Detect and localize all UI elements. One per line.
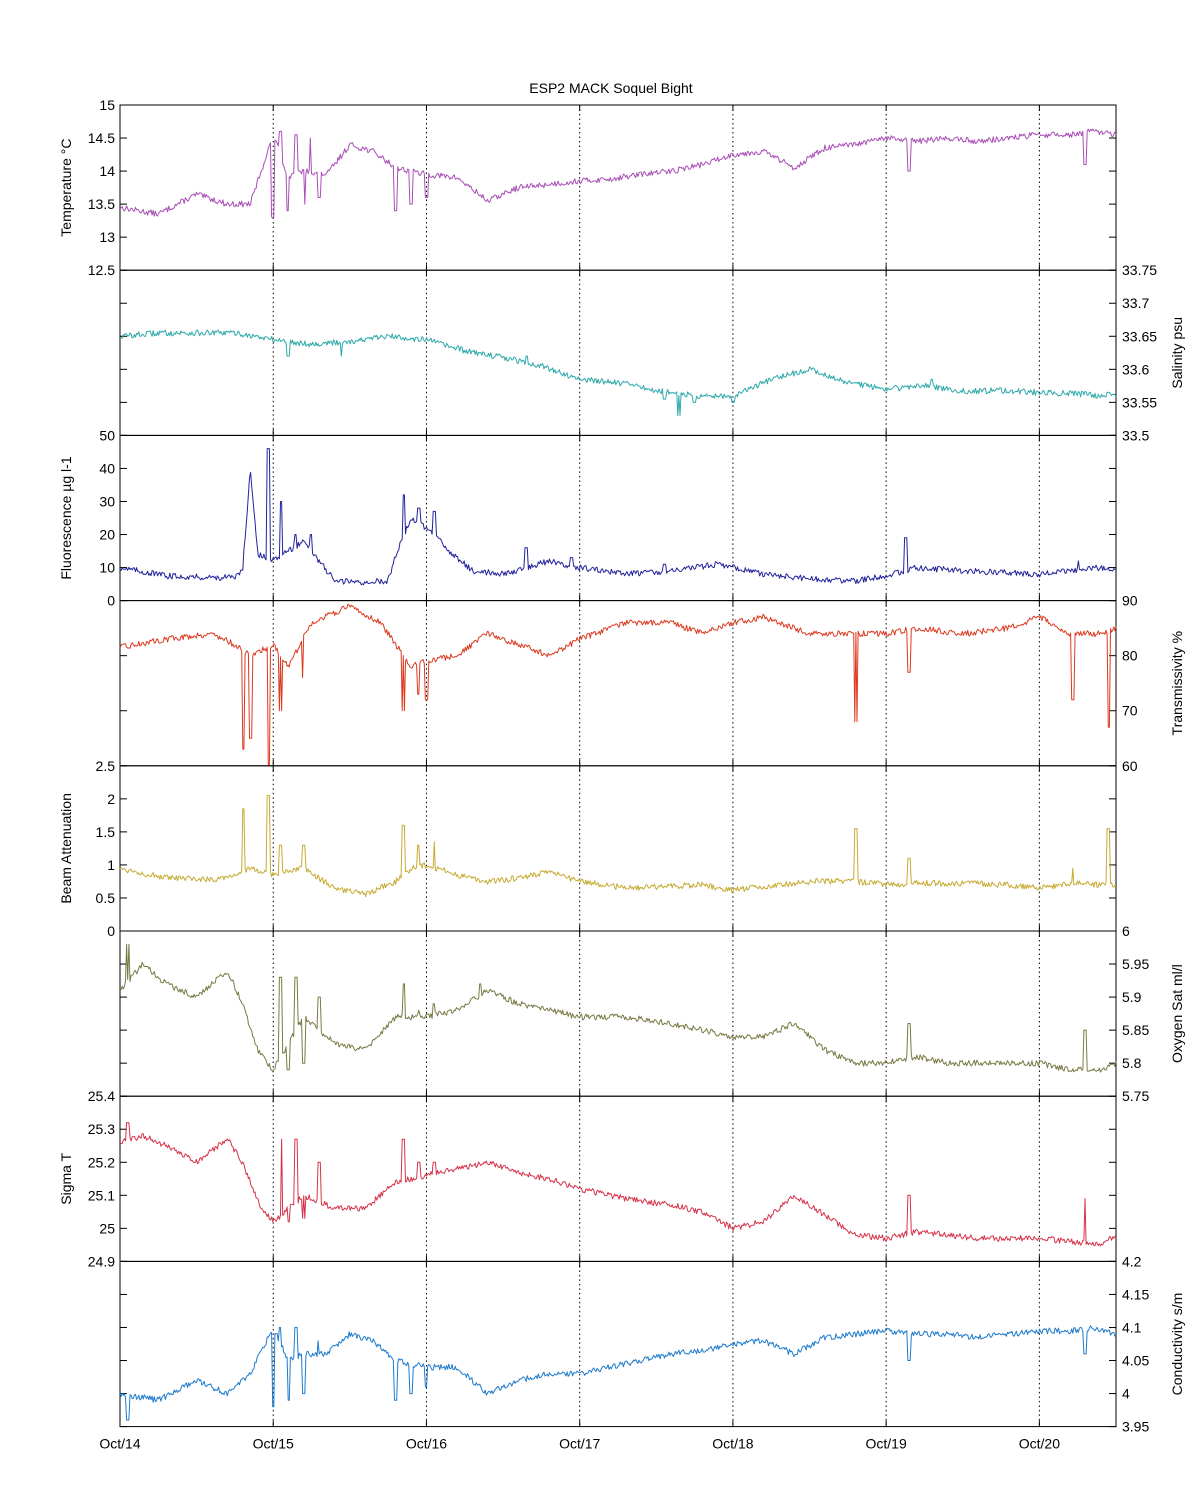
panel-frame (119, 930, 1117, 1097)
y-tick-label: 33.5 (1122, 427, 1149, 443)
y-tick-label: 2 (107, 791, 115, 807)
y-tick-label: 24.9 (88, 1253, 115, 1269)
y-tick-label: 4 (1122, 1386, 1130, 1402)
y-tick-label: 5.95 (1122, 956, 1149, 972)
y-tick-label: 12.5 (88, 262, 115, 278)
y-tick-label: 5.75 (1122, 1088, 1149, 1104)
y-tick-label: 14.5 (88, 130, 115, 146)
y-tick-label: 1 (107, 857, 115, 873)
y-axis-label: Beam Attenuation (58, 793, 74, 904)
y-tick-label: 25.3 (88, 1121, 115, 1137)
y-tick-label: 13.5 (88, 196, 115, 212)
y-tick-label: 10 (99, 560, 115, 576)
y-tick-label: 13 (99, 229, 115, 245)
y-axis-label: Transmissivity % (1169, 631, 1185, 736)
y-tick-label: 0 (107, 923, 115, 939)
y-tick-label: 33.65 (1122, 328, 1157, 344)
x-axis: Oct/14 Oct/15 Oct/16 Oct/17 Oct/18 Oct/19 Oct/… (99, 1436, 1060, 1452)
y-tick-label: 90 (1122, 593, 1138, 609)
x-tick-label: Oct/14 (99, 1436, 140, 1452)
y-tick-label: 0 (107, 593, 115, 609)
series-line-3 (119, 603, 1117, 767)
series-line-0 (119, 128, 1117, 218)
y-axis-label: Sigma T (58, 1152, 74, 1204)
panel-frame (119, 269, 1117, 436)
panel-7: 3.95 4 4.05 4.1 4.15 4.2 Conductivity s/m (119, 1253, 1185, 1435)
series-line-4 (119, 795, 1117, 898)
y-tick-label: 4.05 (1122, 1353, 1149, 1369)
y-tick-label: 33.55 (1122, 394, 1157, 410)
x-tick-label: Oct/16 (406, 1436, 447, 1452)
y-tick-label: 33.75 (1122, 262, 1157, 278)
panel-0: 12.5 13 13.5 14 14.5 15 Temperature °C (58, 97, 1117, 278)
y-tick-label: 4.1 (1122, 1319, 1142, 1335)
panel-5: 5.75 5.8 5.85 5.9 5.95 6 Oxygen Sat ml/l (119, 923, 1185, 1104)
y-tick-label: 80 (1122, 648, 1138, 664)
x-tick-label: Oct/15 (253, 1436, 294, 1452)
series-line-5 (119, 943, 1117, 1073)
y-axis-label: Salinity psu (1169, 317, 1185, 389)
x-tick-label: Oct/17 (559, 1436, 600, 1452)
panel-frame (119, 765, 1117, 932)
panel-frame (119, 104, 1117, 271)
y-tick-label: 0.5 (96, 890, 116, 906)
y-tick-label: 25.1 (88, 1187, 115, 1203)
y-tick-label: 2.5 (96, 758, 116, 774)
panel-frame (119, 1095, 1117, 1262)
panel-2: 0 10 20 30 40 50 Fluorescence µg l-1 (58, 427, 1117, 609)
series-line-7 (119, 1325, 1117, 1421)
y-tick-label: 30 (99, 493, 115, 509)
y-tick-label: 5.85 (1122, 1022, 1149, 1038)
y-tick-label: 25 (99, 1220, 115, 1236)
x-tick-label: Oct/20 (1019, 1436, 1060, 1452)
y-tick-label: 4.2 (1122, 1253, 1142, 1269)
y-tick-label: 25.2 (88, 1154, 115, 1170)
y-tick-label: 33.7 (1122, 295, 1149, 311)
y-tick-label: 33.6 (1122, 361, 1149, 377)
x-tick-label: Oct/19 (866, 1436, 907, 1452)
y-tick-label: 20 (99, 527, 115, 543)
x-tick-label: Oct/18 (712, 1436, 753, 1452)
y-tick-label: 6 (1122, 923, 1130, 939)
series-line-6 (119, 1122, 1117, 1247)
y-tick-label: 40 (99, 460, 115, 476)
panel-6: 24.9 25 25.1 25.2 25.3 25.4 Sigma T (58, 1088, 1117, 1269)
y-tick-label: 70 (1122, 703, 1138, 719)
y-axis-label: Temperature °C (58, 138, 74, 236)
y-tick-label: 3.95 (1122, 1419, 1149, 1435)
panel-frame (119, 1260, 1117, 1428)
panel-3: 60 70 80 90 Transmissivity % (119, 593, 1185, 774)
y-tick-label: 5.9 (1122, 989, 1142, 1005)
y-tick-label: 25.4 (88, 1088, 115, 1104)
y-tick-label: 14 (99, 163, 115, 179)
series-line-1 (120, 329, 1117, 417)
chart-title: ESP2 MACK Soquel Bight (529, 80, 693, 96)
y-axis-label: Conductivity s/m (1169, 1293, 1185, 1396)
y-tick-label: 50 (99, 427, 115, 443)
y-tick-label: 1.5 (96, 824, 116, 840)
y-tick-label: 60 (1122, 758, 1138, 774)
panel-4: 0 0.5 1 1.5 2 2.5 Beam Attenuation (58, 758, 1117, 939)
y-tick-label: 15 (99, 97, 115, 113)
y-tick-label: 4.15 (1122, 1286, 1149, 1302)
y-axis-label: Fluorescence µg l-1 (58, 456, 74, 579)
y-tick-label: 5.8 (1122, 1055, 1142, 1071)
series-line-2 (119, 448, 1117, 586)
panel-1: 33.5 33.55 33.6 33.65 33.7 33.75 Salinity psu (119, 262, 1185, 443)
y-axis-label: Oxygen Sat ml/l (1169, 964, 1185, 1063)
